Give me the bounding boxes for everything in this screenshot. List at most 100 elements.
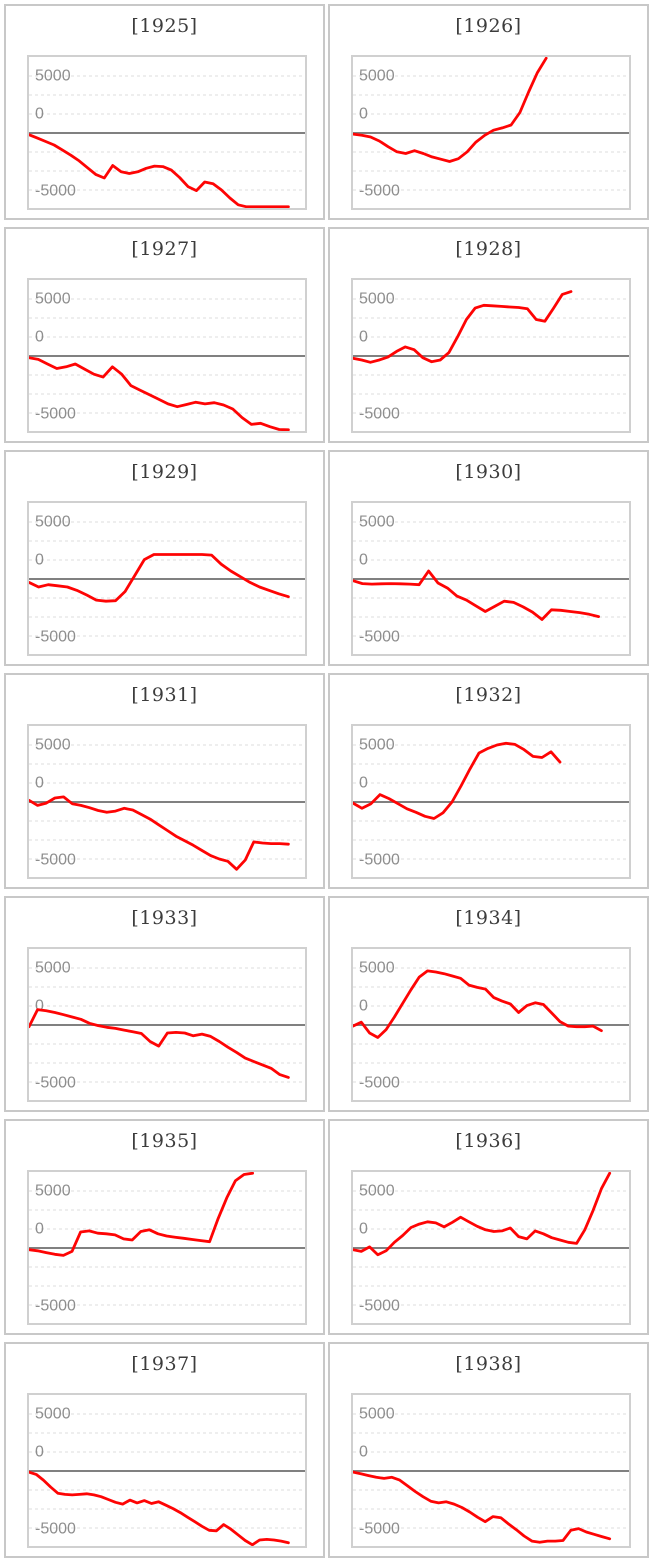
plot-area: 5000 0 -5000 [27,947,307,1102]
y-axis-label-0: 0 [35,998,44,1015]
y-axis-label-0: 0 [35,775,44,792]
y-axis-label-5000: 5000 [359,1183,395,1200]
y-axis-label-0: 0 [359,329,368,346]
y-axis-label-neg5000: -5000 [35,1521,76,1538]
plot-area: 5000 0 -5000 [351,55,631,210]
y-axis-label-5000: 5000 [35,68,71,85]
series-line-1925 [29,133,290,208]
plot-area: 5000 0 -5000 [27,1393,307,1548]
y-axis-label-5000: 5000 [35,1183,71,1200]
y-axis-label-5000: 5000 [35,737,71,754]
chart-canvas: 5000 0 -5000 [29,68,305,208]
chart-tile-1937: [1937] 5000 0 -5000 [4,1342,325,1558]
chart-tile-1934: [1934] 5000 0 -5000 [328,896,649,1112]
y-axis-label-0: 0 [359,552,368,569]
plot-area: 5000 0 -5000 [351,278,631,433]
y-axis-label-0: 0 [359,1221,368,1238]
series-line-1931 [29,795,290,871]
y-axis-label-5000: 5000 [359,960,395,977]
plot-area: 5000 0 -5000 [27,724,307,879]
series-line-1934 [353,969,603,1039]
chart-title: [1931] [131,684,198,706]
series-line-1929 [29,553,290,603]
chart-tile-1938: [1938] 5000 0 -5000 [328,1342,649,1558]
y-axis-label-5000: 5000 [359,737,395,754]
y-axis-label-0: 0 [35,1444,44,1461]
y-axis-label-5000: 5000 [35,1406,71,1423]
chart-canvas: 5000 0 -5000 [353,57,629,200]
series-line-1937 [29,1470,290,1546]
chart-title: [1925] [131,15,198,37]
chart-canvas: 5000 0 -5000 [353,1172,629,1315]
y-axis-label-0: 0 [359,106,368,123]
y-axis-label-neg5000: -5000 [359,852,400,869]
plot-area: 5000 0 -5000 [27,501,307,656]
plot-area: 5000 0 -5000 [27,1170,307,1325]
y-axis-label-neg5000: -5000 [35,406,76,423]
plot-area: 5000 0 -5000 [27,55,307,210]
series-line-1938 [353,1470,612,1544]
y-axis-label-5000: 5000 [359,68,395,85]
series-line-1933 [29,1008,290,1079]
y-axis-label-neg5000: -5000 [359,406,400,423]
series-line-1928 [353,290,573,364]
y-axis-label-5000: 5000 [359,514,395,531]
series-line-1930 [353,569,601,621]
y-axis-label-0: 0 [35,329,44,346]
plot-area: 5000 0 -5000 [351,947,631,1102]
y-axis-label-neg5000: -5000 [35,1075,76,1092]
chart-canvas: 5000 0 -5000 [353,737,629,869]
y-axis-label-neg5000: -5000 [35,1298,76,1315]
y-axis-label-neg5000: -5000 [359,1521,400,1538]
y-axis-label-5000: 5000 [35,960,71,977]
y-axis-label-neg5000: -5000 [359,183,400,200]
plot-area: 5000 0 -5000 [351,724,631,879]
y-axis-label-5000: 5000 [35,291,71,308]
chart-title: [1932] [455,684,522,706]
y-axis-label-0: 0 [359,775,368,792]
chart-title: [1938] [455,1353,522,1375]
chart-title: [1935] [131,1130,198,1152]
plot-area: 5000 0 -5000 [351,501,631,656]
chart-title: [1928] [455,238,522,260]
chart-tile-1930: [1930] 5000 0 -5000 [328,450,649,666]
y-axis-label-0: 0 [359,998,368,1015]
chart-canvas: 5000 0 -5000 [29,960,305,1092]
chart-tile-1933: [1933] 5000 0 -5000 [4,896,325,1112]
chart-tile-1935: [1935] 5000 0 -5000 [4,1119,325,1335]
chart-title: [1933] [131,907,198,929]
chart-title: [1934] [455,907,522,929]
chart-canvas: 5000 0 -5000 [353,960,629,1092]
chart-title: [1927] [131,238,198,260]
plot-area: 5000 0 -5000 [27,278,307,433]
chart-canvas: 5000 0 -5000 [353,1406,629,1544]
chart-canvas: 5000 0 -5000 [353,514,629,646]
chart-tile-1929: [1929] 5000 0 -5000 [4,450,325,666]
chart-canvas: 5000 0 -5000 [29,291,305,431]
y-axis-label-neg5000: -5000 [35,183,76,200]
chart-tile-1928: [1928] 5000 0 -5000 [328,227,649,443]
y-axis-label-0: 0 [359,1444,368,1461]
chart-title: [1930] [455,461,522,483]
chart-tile-1932: [1932] 5000 0 -5000 [328,673,649,889]
chart-tile-1926: [1926] 5000 0 -5000 [328,4,649,220]
chart-title: [1926] [455,15,522,37]
chart-tile-1936: [1936] 5000 0 -5000 [328,1119,649,1335]
chart-canvas: 5000 0 -5000 [29,514,305,646]
chart-tile-1931: [1931] 5000 0 -5000 [4,673,325,889]
y-axis-label-neg5000: -5000 [359,1298,400,1315]
plot-area: 5000 0 -5000 [351,1393,631,1548]
chart-title: [1936] [455,1130,522,1152]
chart-title: [1937] [131,1353,198,1375]
y-axis-label-neg5000: -5000 [359,629,400,646]
chart-title: [1929] [131,461,198,483]
chart-canvas: 5000 0 -5000 [29,737,305,871]
y-axis-label-5000: 5000 [359,1406,395,1423]
y-axis-label-0: 0 [35,552,44,569]
y-axis-label-0: 0 [35,106,44,123]
chart-canvas: 5000 0 -5000 [29,1406,305,1546]
chart-canvas: 5000 0 -5000 [353,290,629,423]
series-line-1927 [29,356,290,431]
series-line-1935 [29,1172,255,1257]
